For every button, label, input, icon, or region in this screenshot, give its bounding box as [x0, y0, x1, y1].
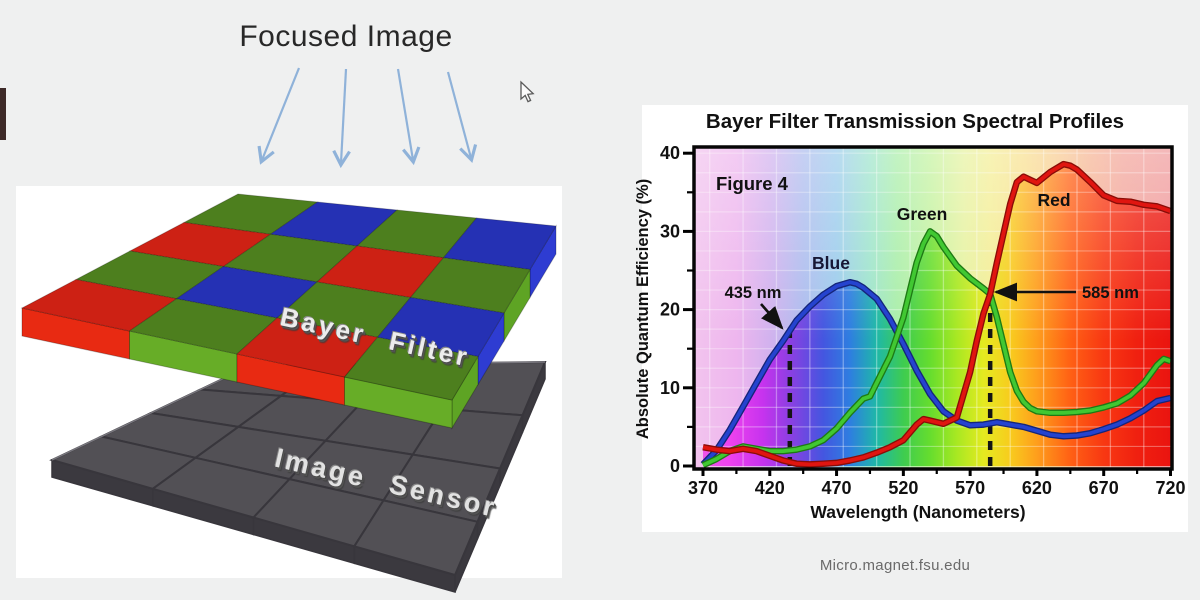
chart-curve-red	[702, 162, 1172, 467]
focus-arrows	[257, 67, 478, 169]
x-tick-label: 370	[688, 478, 718, 498]
sensor-tile	[352, 499, 479, 577]
focus-arrow	[446, 71, 478, 163]
y-tick-label: 0	[670, 456, 680, 476]
x-tick-label: 670	[1089, 478, 1119, 498]
chart-curve-blue	[701, 280, 1171, 466]
chart-plot-border	[692, 145, 1174, 471]
annotation-arrow-435	[760, 303, 784, 330]
attribution-text: Micro.magnet.fsu.edu	[819, 557, 971, 574]
filter-front-face	[344, 376, 453, 429]
red-series-label: Red	[1037, 190, 1070, 210]
focused-image-caption: Focused Image	[239, 20, 453, 53]
x-tick-label: 570	[955, 478, 985, 498]
y-tick-label: 30	[660, 221, 680, 241]
focus-arrow	[396, 68, 421, 166]
green-series-label: Green	[897, 204, 948, 224]
chart-title: Bayer Filter Transmission Spectral Profi…	[706, 110, 1124, 133]
mouse-cursor-icon	[520, 80, 535, 103]
y-axis-label: Absolute Quantum Efficiency (%)	[634, 179, 652, 439]
x-tick-label: 420	[755, 478, 785, 498]
annotation-435nm: 435 nm	[725, 284, 782, 302]
x-tick-label: 720	[1155, 478, 1185, 498]
chart-curve-green	[702, 229, 1172, 467]
x-tick-label: 470	[822, 478, 852, 498]
focus-arrow	[257, 67, 301, 165]
frame-edge-artifact	[0, 88, 6, 140]
figure-number-label: Figure 4	[716, 173, 789, 194]
y-tick-label: 20	[660, 300, 680, 320]
y-tick-label: 10	[660, 378, 680, 398]
chart-ticks	[683, 151, 1172, 476]
focus-arrow	[332, 68, 351, 169]
x-axis-label: Wavelength (Nanometers)	[810, 502, 1025, 522]
bayer-filter-diagram	[20, 67, 557, 593]
annotation-585nm: 585 nm	[1082, 284, 1139, 302]
blue-series-label: Blue	[812, 253, 850, 273]
x-tick-label: 620	[1022, 478, 1052, 498]
spectral-profiles-chart: 370 420 470 520 570 620 670 720 0 10 20 30 40 Bayer F…	[634, 110, 1186, 522]
bayer-filter-3d	[20, 193, 557, 430]
y-tick-label: 40	[660, 143, 680, 163]
x-tick-label: 520	[888, 478, 918, 498]
filter-tile-G	[343, 336, 479, 401]
